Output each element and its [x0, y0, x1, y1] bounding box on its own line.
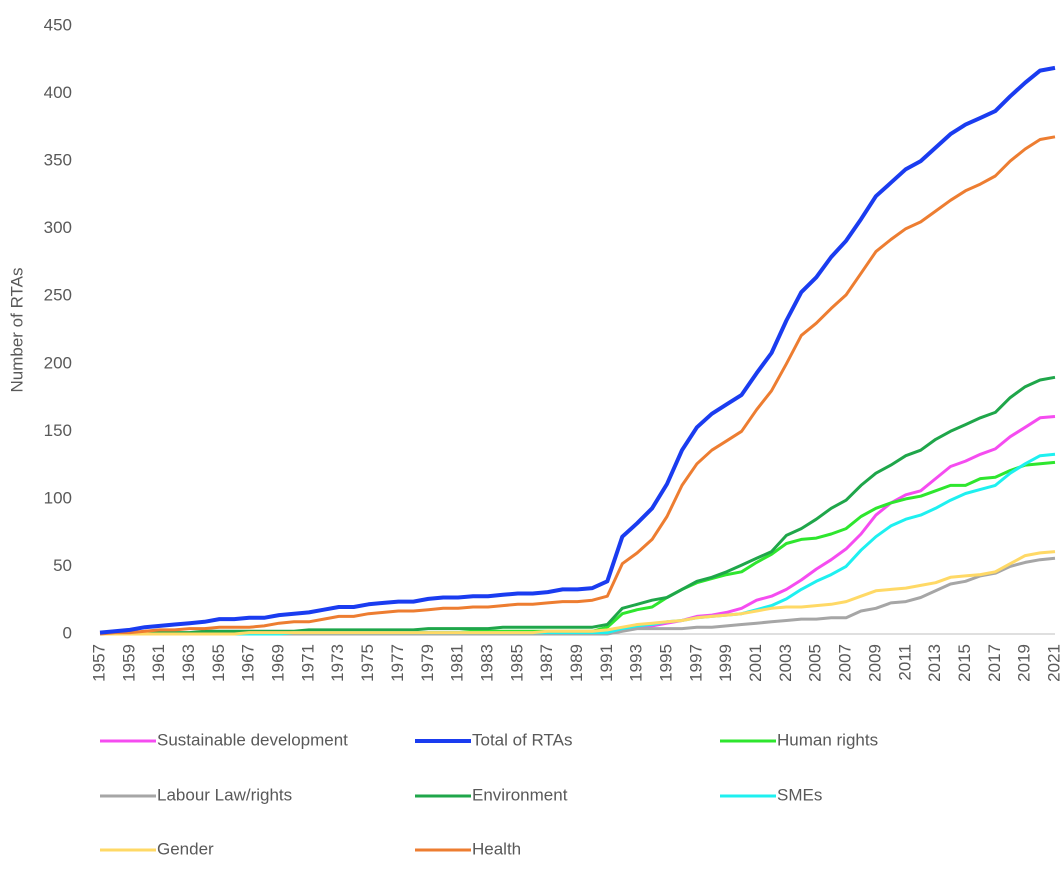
- legend-label: Health: [472, 839, 521, 858]
- x-tick-label: 2003: [776, 644, 795, 682]
- y-axis-label: Number of RTAs: [7, 267, 26, 392]
- x-tick-label: 1985: [507, 644, 526, 682]
- x-tick-label: 2009: [865, 644, 884, 682]
- y-tick-label: 50: [53, 556, 72, 575]
- series-line: [100, 556, 1056, 636]
- x-tick-label: 1969: [269, 644, 288, 682]
- x-tick-label: 2013: [925, 644, 944, 682]
- series-line: [99, 65, 1056, 635]
- y-tick-label: 400: [44, 83, 72, 102]
- x-tick-label: 2015: [955, 644, 974, 682]
- legend-label: SMEs: [777, 785, 822, 804]
- x-tick-label: 1981: [448, 644, 467, 682]
- series-line: [100, 550, 1056, 636]
- y-tick-label: 150: [44, 421, 72, 440]
- x-tick-label: 1965: [209, 644, 228, 682]
- x-tick-label: 1973: [328, 644, 347, 682]
- legend-label: Environment: [472, 785, 568, 804]
- y-tick-label: 250: [44, 286, 72, 305]
- y-tick-label: 200: [44, 353, 72, 372]
- legend-label: Human rights: [777, 730, 878, 749]
- y-tick-label: 100: [44, 488, 72, 507]
- x-tick-label: 1993: [627, 644, 646, 682]
- x-tick-label: 1971: [298, 644, 317, 682]
- x-tick-label: 1987: [537, 644, 556, 682]
- legend-label: Gender: [157, 839, 214, 858]
- series-line: [100, 460, 1056, 636]
- x-tick-label: 1963: [179, 644, 198, 682]
- x-tick-label: 2007: [836, 644, 855, 682]
- y-tick-label: 350: [44, 151, 72, 170]
- x-tick-label: 2021: [1044, 644, 1062, 682]
- series-line: [100, 452, 1056, 636]
- x-tick-label: 2019: [1015, 644, 1034, 682]
- y-tick-label: 300: [44, 218, 72, 237]
- series-line: [100, 375, 1056, 635]
- x-tick-label: 1957: [89, 644, 108, 682]
- x-tick-label: 1995: [657, 644, 676, 682]
- x-tick-label: 1961: [149, 644, 168, 682]
- x-tick-label: 1999: [716, 644, 735, 682]
- x-tick-label: 2005: [806, 644, 825, 682]
- x-tick-label: 1989: [567, 644, 586, 682]
- legend-label: Labour Law/rights: [157, 785, 292, 804]
- y-tick-label: 0: [63, 623, 72, 642]
- x-tick-label: 1983: [477, 644, 496, 682]
- x-tick-label: 2017: [985, 644, 1004, 682]
- x-tick-label: 1991: [597, 644, 616, 682]
- x-tick-label: 1967: [239, 644, 258, 682]
- legend-label: Sustainable development: [157, 730, 348, 749]
- y-tick-label: 450: [44, 15, 72, 34]
- x-tick-label: 2011: [895, 644, 914, 681]
- x-tick-label: 1997: [686, 644, 705, 682]
- x-tick-label: 2001: [746, 644, 765, 682]
- x-tick-label: 1959: [119, 644, 138, 682]
- x-tick-label: 1975: [358, 644, 377, 682]
- x-tick-label: 1977: [388, 644, 407, 682]
- x-tick-label: 1979: [418, 644, 437, 682]
- legend-label: Total of RTAs: [472, 730, 572, 749]
- series-line: [99, 135, 1056, 636]
